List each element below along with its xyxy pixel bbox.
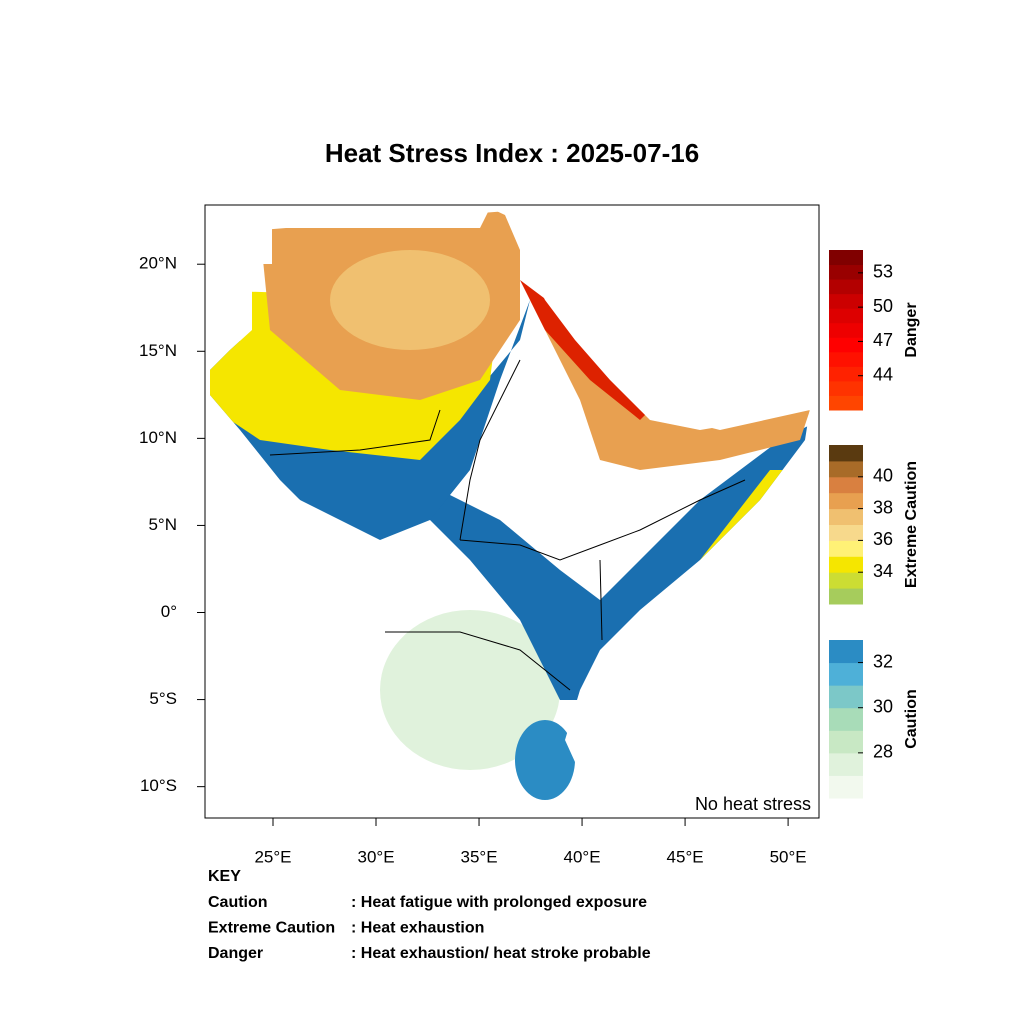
key-description: : Heat fatigue with prolonged exposure — [351, 894, 647, 911]
x-tick-label: 45°E — [667, 847, 704, 866]
heat-map — [210, 208, 810, 815]
colorbar-swatch — [829, 572, 863, 589]
colorbar-swatch — [829, 508, 863, 525]
y-tick-label: 5°N — [148, 515, 177, 534]
key-description: : Heat exhaustion/ heat stroke probable — [351, 945, 651, 962]
colorbar-swatch — [829, 752, 863, 776]
colorbar-swatch — [829, 322, 863, 338]
colorbar-swatch — [829, 395, 863, 411]
colorbar-swatch — [829, 476, 863, 494]
colorbar-swatch — [829, 540, 863, 557]
colorbar-tick-label: 44 — [873, 364, 893, 384]
colorbar-swatch — [829, 293, 863, 309]
colorbars: 53 50 47 44 Danger 40 38 36 34 Extreme Caution 32 3… — [829, 250, 920, 799]
colorbar-swatch — [829, 445, 863, 462]
colorbar-swatch — [829, 380, 863, 396]
colorbar-swatch — [829, 685, 863, 709]
y-tick-label: 15°N — [139, 341, 177, 360]
colorbar-swatch — [829, 662, 863, 686]
colorbar-title: Caution — [903, 689, 920, 749]
colorbar-tick-label: 47 — [873, 330, 893, 350]
colorbar-tick-label: 38 — [873, 497, 893, 517]
colorbar-swatch — [829, 588, 863, 605]
colorbar-swatch — [829, 460, 863, 478]
colorbar-swatch — [829, 279, 863, 295]
x-tick-label: 35°E — [461, 847, 498, 866]
y-tick-label: 10°S — [140, 776, 177, 795]
colorbar-swatch — [829, 730, 863, 754]
colorbar-swatch — [829, 308, 863, 324]
y-tick-label: 0° — [161, 602, 177, 621]
y-tick-label: 5°S — [149, 689, 177, 708]
colorbar-title: Extreme Caution — [903, 461, 920, 588]
key-heading: KEY — [208, 868, 241, 885]
colorbar-tick-label: 32 — [873, 651, 893, 671]
colorbar-swatch — [829, 264, 863, 280]
colorbar-swatch — [829, 524, 863, 541]
map-frame — [204, 204, 820, 819]
y-tick-label: 10°N — [139, 428, 177, 447]
colorbar-swatch — [829, 707, 863, 731]
colorbar-swatch — [829, 556, 863, 573]
colorbar-swatch — [829, 351, 863, 367]
x-tick-label: 50°E — [770, 847, 807, 866]
x-tick-label: 40°E — [564, 847, 601, 866]
colorbar-swatch — [829, 775, 863, 799]
borders — [269, 359, 746, 691]
colorbar-tick-label: 40 — [873, 466, 893, 486]
colorbar-title: Danger — [903, 302, 920, 357]
x-tick-label: 25°E — [254, 847, 291, 866]
colorbar-tick-label: 50 — [873, 296, 893, 316]
colorbar-tick-label: 34 — [873, 561, 893, 581]
key-label: Caution — [208, 894, 268, 911]
colorbar-swatch — [829, 337, 863, 353]
axes: 25°E 30°E 35°E 40°E 45°E 50°E 20°N 15°N 10°N 5°N 0… — [139, 254, 811, 867]
key-description: : Heat exhaustion — [351, 920, 484, 937]
colorbar-tick-label: 53 — [873, 262, 893, 282]
key-label: Danger — [208, 945, 263, 962]
title: Heat Stress Index : 2025-07-16 — [325, 138, 699, 168]
key: KEY Caution : Heat fatigue with prolonged… — [208, 868, 651, 962]
key-label: Extreme Caution — [208, 920, 335, 937]
colorbar-tick-label: 36 — [873, 529, 893, 549]
colorbar-swatch — [829, 250, 863, 266]
colorbar-swatch — [829, 640, 863, 664]
colorbar-tick-label: 30 — [873, 696, 893, 716]
y-tick-label: 20°N — [139, 254, 177, 273]
colorbar-swatch — [829, 492, 863, 510]
x-tick-label: 30°E — [357, 847, 394, 866]
colorbar-swatch — [829, 366, 863, 382]
annotation: No heat stress — [695, 794, 811, 814]
colorbar-tick-label: 28 — [873, 742, 893, 762]
